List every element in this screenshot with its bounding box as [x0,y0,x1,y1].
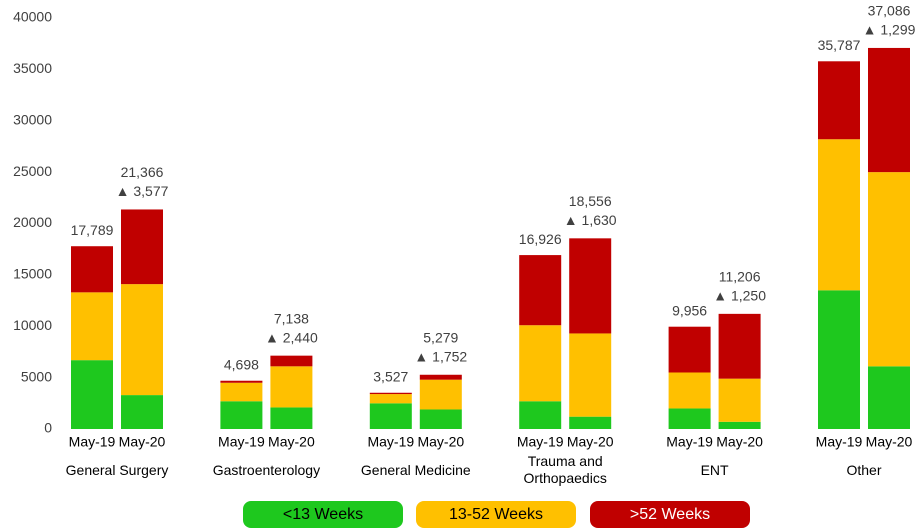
category-label: ENT [700,462,729,478]
period-label: May-19 [367,434,414,450]
category-label: Trauma and Orthopaedics [523,453,607,486]
bar-segment [569,238,612,334]
bar-segment [818,290,860,429]
category-label: Other [846,462,882,478]
y-tick-label: 15000 [13,266,52,282]
bar-segment [718,378,761,422]
y-tick-label: 20000 [13,214,52,230]
period-label: May-19 [816,434,863,450]
bar-segment [270,407,313,429]
legend-item: 13-52 Weeks [416,501,576,528]
change-label: ▲ 3,577 [116,183,169,199]
bar-segment [569,333,612,417]
period-label: May-19 [218,434,265,450]
bar-segment [569,416,612,429]
bar-segment [369,403,412,429]
total-label: 35,787 [818,37,861,53]
bar-segment [718,313,761,379]
bar-segment [868,366,910,429]
total-label: 16,926 [519,231,562,247]
change-label: ▲ 1,250 [713,288,766,304]
period-label: May-19 [69,434,116,450]
total-label: 7,138 [274,310,309,326]
change-label: ▲ 1,299 [863,22,916,38]
total-label: 21,366 [121,164,164,180]
bar-segment [668,408,711,429]
bar-segment [519,255,562,326]
period-label: May-20 [268,434,315,450]
total-label: 4,698 [224,356,259,372]
bar-segment [419,374,462,380]
total-label: 5,279 [423,329,458,345]
change-label: ▲ 1,630 [564,212,617,228]
y-tick-label: 30000 [13,111,52,127]
bar-segment [369,392,412,395]
bar-segment [419,409,462,429]
total-label: 18,556 [569,193,612,209]
legend-item: >52 Weeks [590,501,750,528]
period-label: May-19 [666,434,713,450]
bar-segment [220,401,263,429]
bar-segment [818,139,860,291]
total-label: 37,086 [868,3,911,19]
bar-segment [270,355,313,367]
bar-segment [121,395,163,429]
bar-segment [121,209,163,285]
bar-segment [270,366,313,408]
bar-segment [121,284,163,396]
category-label: General Surgery [65,462,169,478]
bar-segment [718,421,761,429]
total-label: 17,789 [71,222,114,238]
bar-segment [868,172,910,367]
bar-segment [369,394,412,404]
period-label: May-20 [567,434,614,450]
bar-segment [71,292,113,361]
y-tick-label: 25000 [13,163,52,179]
bar-segment [519,401,562,429]
bar-segment [519,325,562,402]
bar-segment [71,246,113,293]
period-label: May-20 [417,434,464,450]
total-label: 9,956 [672,302,707,318]
bar-segment [868,47,910,173]
y-tick-label: 10000 [13,317,52,333]
category-label: General Medicine [360,462,471,478]
total-label: 3,527 [373,368,408,384]
y-tick-label: 5000 [21,368,52,384]
bar-segment [71,360,113,429]
period-label: May-20 [716,434,763,450]
bar-segment [668,326,711,373]
bar-segment [668,372,711,409]
plot: 0 5000 10000 15000 20000 25000 30000 35000 40000… [13,3,916,450]
y-tick-label: 0 [44,420,52,436]
bar-segment [818,61,860,140]
category-label: Gastroenterology [212,462,321,478]
total-label: 11,206 [719,269,761,285]
period-label: May-20 [119,434,166,450]
legend-item: <13 Weeks [243,501,403,528]
change-label: ▲ 2,440 [265,329,318,345]
y-tick-label: 35000 [13,60,52,76]
change-label: ▲ 1,752 [414,348,467,364]
bar-segment [220,380,263,383]
bar-segment [220,382,263,402]
period-label: May-19 [517,434,564,450]
period-label: May-20 [866,434,913,450]
y-tick-label: 40000 [13,9,52,25]
bar-segment [419,379,462,410]
